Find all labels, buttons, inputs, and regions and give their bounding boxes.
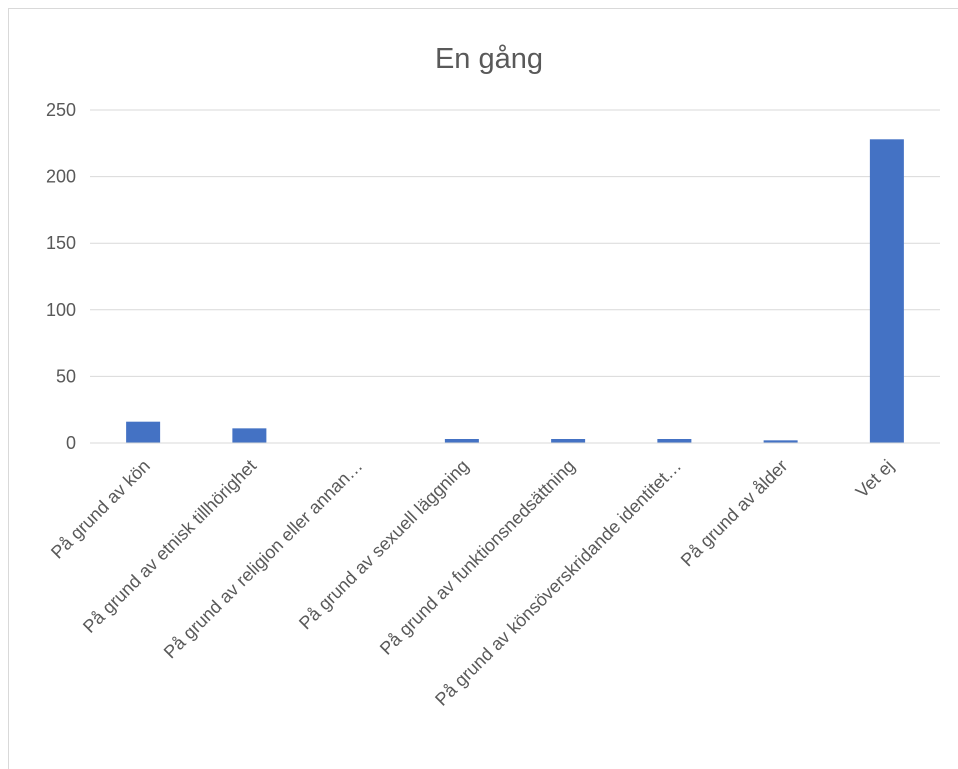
x-tick-label: På grund av funktionsnedsättning	[376, 456, 579, 659]
y-tick-label: 250	[46, 100, 76, 120]
bar	[763, 440, 798, 443]
y-tick-label: 150	[46, 233, 76, 253]
x-tick-label: På grund av sexuell läggning	[295, 456, 473, 634]
x-tick-label: På grund av kön	[47, 456, 154, 563]
y-tick-label: 100	[46, 300, 76, 320]
y-axis-ticks: 0 50 100 150 200 250	[46, 100, 76, 453]
chart-frame	[8, 8, 958, 769]
chart-title: En gång	[435, 43, 543, 75]
x-tick-label: På grund av ålder	[677, 456, 792, 571]
bar	[232, 428, 267, 443]
x-tick-label: På grund av könsöverskridande identitet…	[431, 456, 685, 710]
bar	[657, 439, 692, 443]
gridlines	[90, 109, 940, 377]
x-tick-label: På grund av religion eller annan…	[160, 456, 367, 663]
bar	[551, 439, 586, 443]
bars	[126, 139, 904, 443]
x-tick-label: På grund av etnisk tillhörighet	[79, 456, 260, 637]
y-tick-label: 0	[66, 433, 76, 453]
y-tick-label: 50	[56, 366, 76, 386]
bar	[869, 139, 904, 443]
y-tick-label: 200	[46, 167, 76, 187]
bar	[126, 421, 161, 443]
x-tick-label: Vet ej	[852, 456, 898, 502]
bar	[444, 439, 479, 443]
